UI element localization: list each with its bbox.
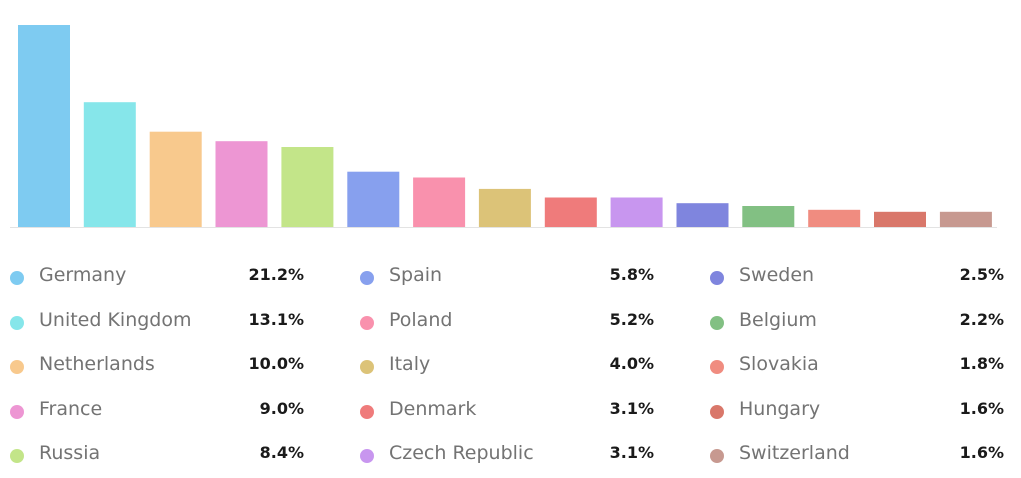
bar-switzerland xyxy=(939,211,992,227)
legend-swatch xyxy=(710,315,724,330)
bar-united-kingdom xyxy=(83,102,136,227)
bar-netherlands xyxy=(149,131,202,227)
legend-item-denmark: Denmark 3.1% xyxy=(360,396,654,426)
legend-item-france: France 9.0% xyxy=(10,396,304,426)
bar-russia xyxy=(281,147,334,227)
legend-swatch xyxy=(360,271,374,285)
legend-value: 3.1% xyxy=(609,443,654,462)
legend-item-russia: Russia 8.4% xyxy=(10,440,304,470)
legend-swatch xyxy=(10,404,24,419)
legend-label: Italy xyxy=(389,353,431,375)
legend-item-slovakia: Slovakia 1.8% xyxy=(710,351,1004,381)
legend-label: Germany xyxy=(39,264,127,286)
legend-value: 5.8% xyxy=(609,265,654,284)
legend-swatch xyxy=(10,315,24,330)
legend-swatch xyxy=(360,449,374,463)
legend-swatch xyxy=(710,271,724,285)
legend-item-netherlands: Netherlands 10.0% xyxy=(10,351,304,381)
legend-label: Hungary xyxy=(739,397,821,420)
legend-swatch xyxy=(710,404,724,419)
legend-label: Sweden xyxy=(739,264,815,286)
legend-label: United Kingdom xyxy=(39,308,192,331)
legend-label: Switzerland xyxy=(739,442,850,464)
bar-belgium xyxy=(742,206,795,227)
bar-spain xyxy=(347,171,400,227)
legend-swatch xyxy=(710,449,724,463)
legend-label: Belgium xyxy=(739,308,817,331)
bar-chart xyxy=(10,25,997,228)
legend-label: Slovakia xyxy=(739,353,819,375)
legend-item-germany: Germany 21.2% xyxy=(10,262,304,292)
bar-germany xyxy=(18,25,70,227)
bar-sweden xyxy=(676,203,729,227)
legend-label: Russia xyxy=(39,442,101,464)
bar-denmark xyxy=(544,197,597,227)
legend-label: Poland xyxy=(389,308,453,331)
legend-value: 1.8% xyxy=(959,354,1004,373)
legend-label: Czech Republic xyxy=(389,442,534,464)
legend-item-spain: Spain 5.8% xyxy=(360,262,654,292)
legend-label: Netherlands xyxy=(39,353,155,375)
bar-czech-republic xyxy=(610,197,663,227)
bar-italy xyxy=(478,188,531,227)
legend-value: 10.0% xyxy=(248,354,304,373)
legend-item-switzerland: Switzerland 1.6% xyxy=(710,440,1004,470)
legend-item-czech-republic: Czech Republic 3.1% xyxy=(360,440,654,470)
legend-value: 8.4% xyxy=(259,443,304,462)
legend-value: 9.0% xyxy=(259,398,304,418)
legend-label: Spain xyxy=(389,264,443,286)
legend-swatch xyxy=(10,271,24,285)
bar-hungary xyxy=(874,211,926,227)
legend-swatch xyxy=(10,360,24,374)
legend-value: 13.1% xyxy=(248,309,304,329)
bar-slovakia xyxy=(808,209,861,227)
legend-swatch xyxy=(10,449,24,463)
legend-value: 4.0% xyxy=(609,354,654,373)
legend-value: 5.2% xyxy=(609,309,654,329)
legend-swatch xyxy=(360,315,374,330)
legend-value: 3.1% xyxy=(609,398,654,418)
legend-item-sweden: Sweden 2.5% xyxy=(710,262,1004,292)
legend-value: 2.2% xyxy=(959,309,1004,329)
bars-group xyxy=(18,25,992,227)
legend-label: France xyxy=(39,397,103,420)
legend-value: 21.2% xyxy=(248,265,304,284)
legend-value: 1.6% xyxy=(959,398,1004,418)
legend-swatch xyxy=(360,360,374,374)
legend-item-united-kingdom: United Kingdom 13.1% xyxy=(10,307,304,337)
legend-value: 1.6% xyxy=(959,443,1004,462)
chart-legend: Germany 21.2% United Kingdom 13.1% Netherlan… xyxy=(0,262,1021,472)
legend-item-hungary: Hungary 1.6% xyxy=(710,396,1004,426)
legend-swatch xyxy=(360,404,374,419)
legend-value: 2.5% xyxy=(959,265,1004,284)
legend-item-poland: Poland 5.2% xyxy=(360,307,654,337)
bar-france xyxy=(215,141,268,227)
legend-item-belgium: Belgium 2.2% xyxy=(710,307,1004,337)
legend-item-italy: Italy 4.0% xyxy=(360,351,654,381)
legend-label: Denmark xyxy=(389,397,477,420)
legend-swatch xyxy=(710,360,724,374)
bar-poland xyxy=(413,177,466,227)
